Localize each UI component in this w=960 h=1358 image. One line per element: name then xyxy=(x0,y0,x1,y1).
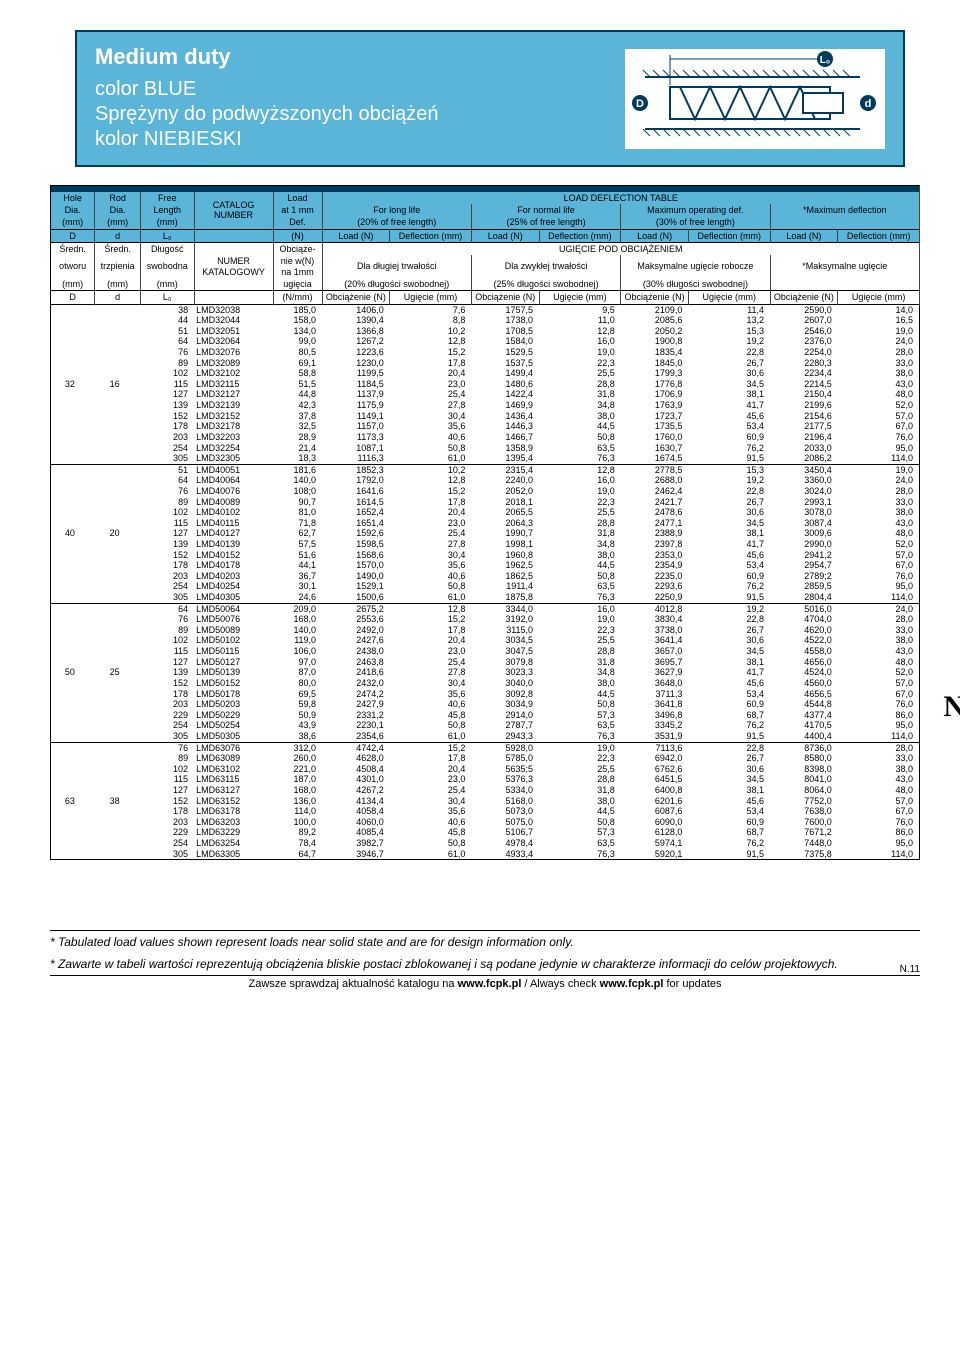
table-row: 178LMD63178114,04058,435,65073,044,56087… xyxy=(51,806,920,817)
header-panel: Medium duty color BLUE Sprężyny do podwy… xyxy=(75,30,905,167)
subtitle-pl2: kolor NIEBIESKI xyxy=(95,128,439,151)
table-row: 5025139LMD5013987,02418,627,83023,334,83… xyxy=(51,667,920,678)
table-row: 102LMD4010281,01652,420,42065,525,52478,… xyxy=(51,507,920,518)
table-row: 203LMD4020336,71490,040,61862,550,82235,… xyxy=(51,571,920,582)
table-row: 76LMD40076108;01641,615,22052,019,02462,… xyxy=(51,486,920,497)
table-row: 229LMD5022950,92331,245,82914,057,33496,… xyxy=(51,710,920,721)
spring-data-table: HoleRodFree CATALOGNUMBER Load LOAD DEFL… xyxy=(50,185,920,860)
table-row: 305LMD6330564,73946,761,04933,476,35920,… xyxy=(51,849,920,860)
table-row: 178LMD3217832,51157,035,61446,344,51735,… xyxy=(51,421,920,432)
title-en: Medium duty xyxy=(95,44,439,70)
table-row: 254LMD6325478,43982,750,84978,463,55974,… xyxy=(51,838,920,849)
table-row: 178LMD4017844,11570,035,61962,544,52354,… xyxy=(51,560,920,571)
table-row: 139LMD4013957,51598,527,81998,134,82397,… xyxy=(51,539,920,550)
page-number: N.11 xyxy=(900,964,920,975)
subtitle-en: color BLUE xyxy=(95,78,439,101)
table-row: 64LMD50064209,02675,212,83344,016,04012,… xyxy=(51,603,920,614)
table-row: 89LMD3208969,11230,017,81537,522,31845,0… xyxy=(51,358,920,369)
table-row: 115LMD50115106,02438,023,03047,528,83657… xyxy=(51,646,920,657)
table-row: 3216115LMD3211551,51184,523,01480,628,81… xyxy=(51,379,920,390)
table-row: 51LMD32051134,01366,810,21708,512,82050,… xyxy=(51,326,920,337)
page-footer: N.11 Zawsze sprawdzaj aktualność katalog… xyxy=(50,978,920,990)
svg-text:L₀: L₀ xyxy=(820,55,831,66)
table-row: 305LMD4030524,61500,661,01875,876,32250,… xyxy=(51,592,920,603)
table-row: 89LMD63089260,04628,017,85785,022,36942,… xyxy=(51,753,920,764)
footer: * Tabulated load values shown represent … xyxy=(0,930,960,1000)
table-row: 4020127LMD4012762,71592,625,41990,731,82… xyxy=(51,528,920,539)
table-row: 64LMD40064140,01792,012,82240,016,02688,… xyxy=(51,475,920,486)
table-row: 44LMD32044158,01390,48,81738,011,02085,6… xyxy=(51,315,920,326)
table-row: 6338152LMD63152136,04134,430,45168,038,0… xyxy=(51,796,920,807)
table-row: 229LMD6322989,24085,445,85106,757,36128,… xyxy=(51,827,920,838)
table-row: 139LMD3213942,31175,927,81469,934,81763,… xyxy=(51,400,920,411)
table-row: 102LMD50102119,02427,620,43034,525,53641… xyxy=(51,635,920,646)
footnote-en: * Tabulated load values shown represent … xyxy=(50,930,920,953)
table-row: 152LMD4015251,61568,630,41960,838,02353,… xyxy=(51,550,920,561)
table-row: 115LMD4011571,81651,423,02064,328,82477,… xyxy=(51,518,920,529)
table-row: 89LMD50089140,02492,017,83115,022,33738,… xyxy=(51,625,920,636)
svg-text:d: d xyxy=(865,98,872,110)
table-row: 305LMD3230518,31116,361,01395,476,31674,… xyxy=(51,453,920,464)
table-row: 254LMD3225421,41087,150,81358,963,51630,… xyxy=(51,443,920,454)
table-row: 305LMD5030538,62354,661,02943,376,33531,… xyxy=(51,731,920,742)
spring-diagram: D d L₀ xyxy=(625,49,885,149)
subtitle-pl1: Sprężyny do podwyższonych obciążeń xyxy=(95,103,439,126)
table-row: 152LMD3215237,81149,130,41436,438,01723,… xyxy=(51,411,920,422)
table-row: 38LMD32038185,01406,07,61757,59,52109,01… xyxy=(51,304,920,315)
footnote-pl: * Zawarte w tabeli wartości reprezentują… xyxy=(50,953,920,976)
table-row: 64LMD3206499,01267,212,81584,016,01900,8… xyxy=(51,336,920,347)
table-row: 76LMD63076312,04742,415,25928,019,07113,… xyxy=(51,742,920,753)
table-row: 203LMD63203100,04060,040,65075,050,86090… xyxy=(51,817,920,828)
table-row: 89LMD4008990,71614,517,82018,122,32421,7… xyxy=(51,497,920,508)
table-row: 76LMD3207680,51223,615,21529,519,01835,4… xyxy=(51,347,920,358)
table-row: 152LMD5015280,02432,030,43040,038,03648,… xyxy=(51,678,920,689)
table-row: 76LMD50076168,02553,615,23192,019,03830,… xyxy=(51,614,920,625)
table-row: 115LMD63115187,04301,023,05376,328,86451… xyxy=(51,774,920,785)
table-row: 127LMD5012797,02463,825,43079,831,83695,… xyxy=(51,657,920,668)
table-row: 254LMD4025430,11529,150,81911,463,52293,… xyxy=(51,581,920,592)
table-row: 127LMD63127168,04267,225,45334,031,86400… xyxy=(51,785,920,796)
table-row: 102LMD63102221,04508,420,45635;525,56762… xyxy=(51,764,920,775)
table-row: 102LMD3210258,81199,520,41499,425,51799,… xyxy=(51,368,920,379)
svg-text:D: D xyxy=(636,98,644,110)
table-row: 127LMD3212744,81137,925,41422,431,81706,… xyxy=(51,389,920,400)
table-row: 203LMD3220328,91173,340,61466,750,81760,… xyxy=(51,432,920,443)
table-row: 203LMD5020359,82427,940,63034,950,83641,… xyxy=(51,699,920,710)
table-row: 254LMD5025443,92230,150,82787,763,53345,… xyxy=(51,720,920,731)
table-row: 51LMD40051181,61852,310,22315,412,82778,… xyxy=(51,464,920,475)
header-titles: Medium duty color BLUE Sprężyny do podwy… xyxy=(95,44,439,153)
table-row: 178LMD5017869,52474,235,63092,844,53711,… xyxy=(51,689,920,700)
section-tab: N xyxy=(943,690,960,724)
